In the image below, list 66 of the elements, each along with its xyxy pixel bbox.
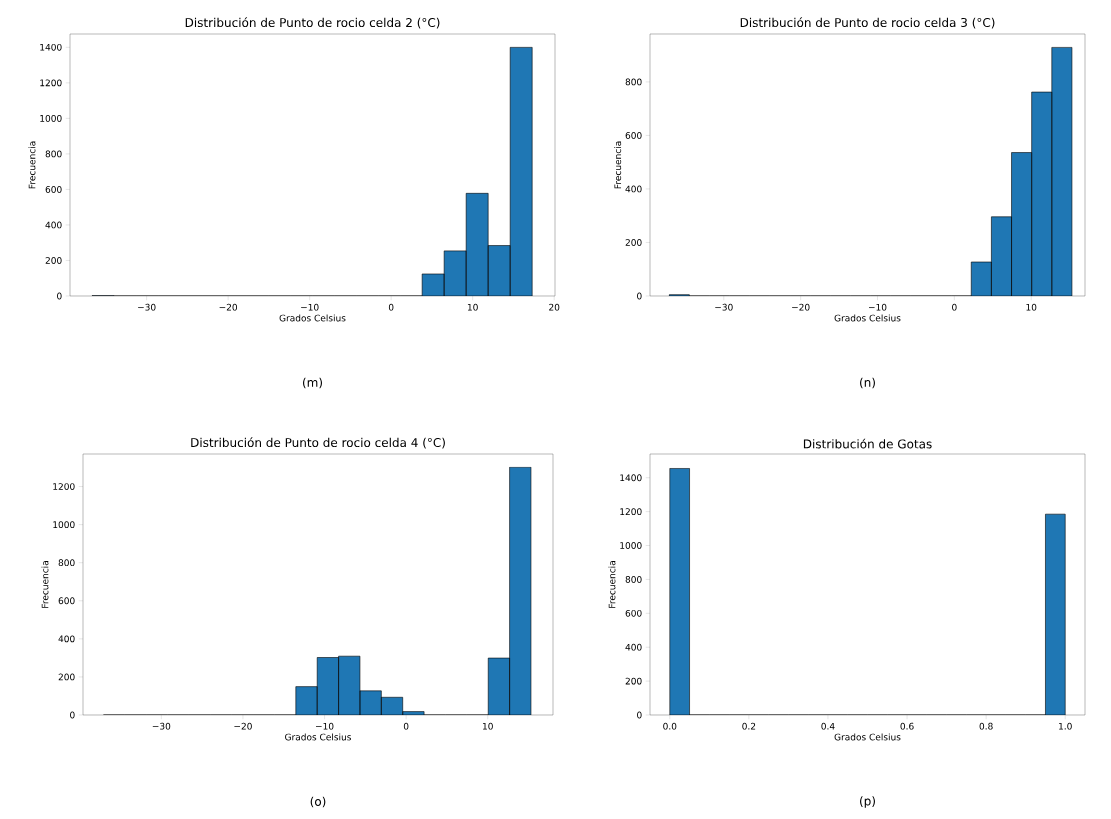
x-tick-label: −10 (316, 722, 334, 730)
y-tick-label: 800 (45, 150, 62, 158)
y-tick-label: 0 (70, 711, 75, 719)
chart-title: Distribución de Punto de rocio celda 3 (°C) (740, 17, 995, 29)
x-tick-label: 0 (388, 303, 394, 311)
y-axis-title: Frecuencia (28, 141, 36, 189)
y-tick-label: 400 (625, 185, 642, 193)
chart-title: Distribución de Punto de rocio celda 4 (°C) (191, 437, 445, 449)
text: (n) (860, 377, 875, 389)
y-tick-label: 200 (45, 257, 62, 264)
text: (m) (303, 377, 322, 389)
x-tick-label: −10 (868, 303, 887, 311)
text: (p) (860, 796, 875, 808)
y-tick-label: 1200 (40, 79, 62, 87)
x-tick-label: −20 (234, 722, 252, 730)
x-tick-label: 10 (1026, 303, 1037, 311)
y-tick-label: 600 (625, 132, 642, 139)
y-tick-label: 400 (625, 643, 642, 651)
x-tick-label: 20 (549, 303, 560, 311)
x-axis-title: Grados Celsius (279, 314, 346, 322)
x-tick-label: 0 (952, 303, 957, 311)
y-tick-label: 1400 (40, 43, 62, 51)
y-tick-label: 200 (625, 239, 642, 246)
y-tick-label: 600 (45, 186, 62, 193)
x-tick-label: 0.6 (900, 722, 914, 730)
y-tick-label: 200 (58, 673, 75, 681)
chart-title: Distribución de Gotas (803, 438, 932, 449)
y-tick-label: 200 (625, 677, 642, 685)
y-tick-label: 0 (637, 292, 642, 300)
x-tick-label: −30 (715, 303, 733, 311)
x-tick-label: −30 (138, 303, 156, 311)
chart-title: Distribución de Punto de rocio celda 2 (°C) (185, 17, 440, 29)
x-tick-label: 10 (467, 303, 478, 311)
y-tick-label: 1200 (53, 483, 75, 490)
y-tick-label: 1000 (620, 542, 642, 549)
y-tick-label: 800 (625, 78, 642, 86)
x-tick-label: 10 (482, 722, 493, 730)
y-tick-label: 600 (625, 609, 642, 617)
x-tick-label: 0.0 (663, 722, 677, 730)
y-axis-title: Frecuencia (608, 561, 616, 608)
x-tick-label: −10 (301, 303, 319, 311)
y-axis-title: Frecuencia (41, 561, 49, 608)
x-tick-label: −20 (792, 303, 810, 311)
x-tick-label: 0.4 (821, 722, 835, 730)
x-tick-label: 0 (403, 722, 409, 730)
y-tick-label: 0 (57, 292, 62, 300)
x-axis-title: Grados Celsius (834, 314, 901, 322)
y-tick-label: 0 (637, 711, 642, 719)
x-tick-label: −20 (219, 303, 238, 311)
x-tick-label: 1.0 (1059, 722, 1072, 730)
y-tick-label: 1000 (53, 521, 75, 529)
x-tick-label: 0.8 (979, 722, 993, 730)
y-axis-title: Frecuencia (614, 141, 622, 189)
text: (o) (310, 796, 326, 808)
y-tick-label: 1400 (620, 474, 642, 482)
y-tick-label: 800 (58, 559, 75, 567)
x-axis-title: Grados Celsius (285, 733, 351, 741)
y-tick-label: 400 (45, 221, 62, 229)
x-tick-label: −30 (152, 722, 171, 730)
y-tick-label: 1200 (620, 508, 642, 516)
y-tick-label: 600 (58, 597, 75, 605)
y-tick-label: 400 (58, 635, 75, 643)
x-axis-title: Grados Celsius (834, 733, 901, 741)
y-tick-label: 1000 (40, 114, 62, 122)
x-tick-label: 0.2 (742, 722, 756, 730)
y-tick-label: 800 (625, 576, 642, 583)
